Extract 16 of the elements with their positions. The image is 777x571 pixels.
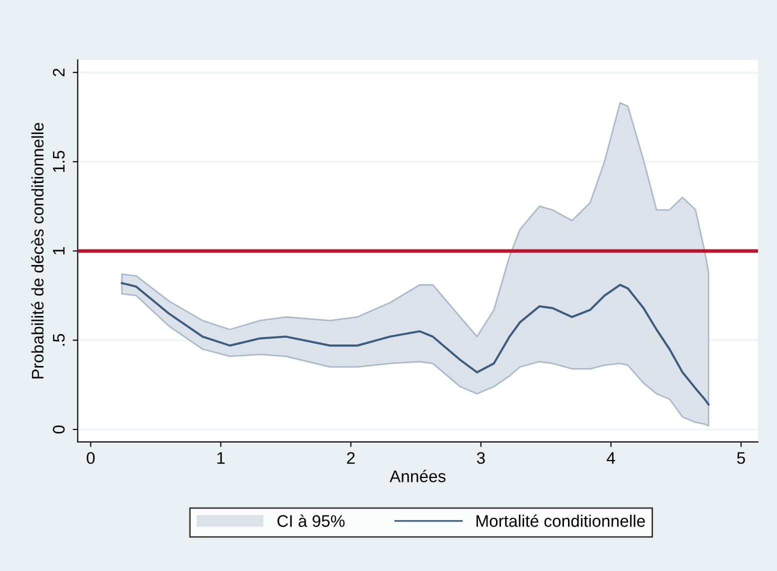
y-tick-label: 0 (52, 425, 65, 434)
x-tick-label: 1 (217, 452, 225, 464)
y-axis-title: Probabilité de décès conditionnelle (31, 122, 44, 378)
y-tick-label: 2 (52, 68, 65, 76)
y-tick-label: 1.5 (53, 150, 65, 172)
x-tick-label: 2 (347, 452, 355, 464)
text: CI à 95% (277, 514, 345, 527)
x-tick-label: 3 (476, 452, 485, 464)
legend-label: Mortalité conditionnelle (476, 514, 645, 527)
x-axis-title: Années (390, 470, 446, 482)
x-tick-label: 0 (86, 452, 95, 464)
y-tick-label: 1 (53, 247, 65, 254)
y-tick-label: .5 (53, 334, 65, 346)
x-tick-label: 4 (606, 452, 616, 464)
x-tick-label: 5 (737, 452, 745, 464)
line-series (120, 282, 710, 406)
